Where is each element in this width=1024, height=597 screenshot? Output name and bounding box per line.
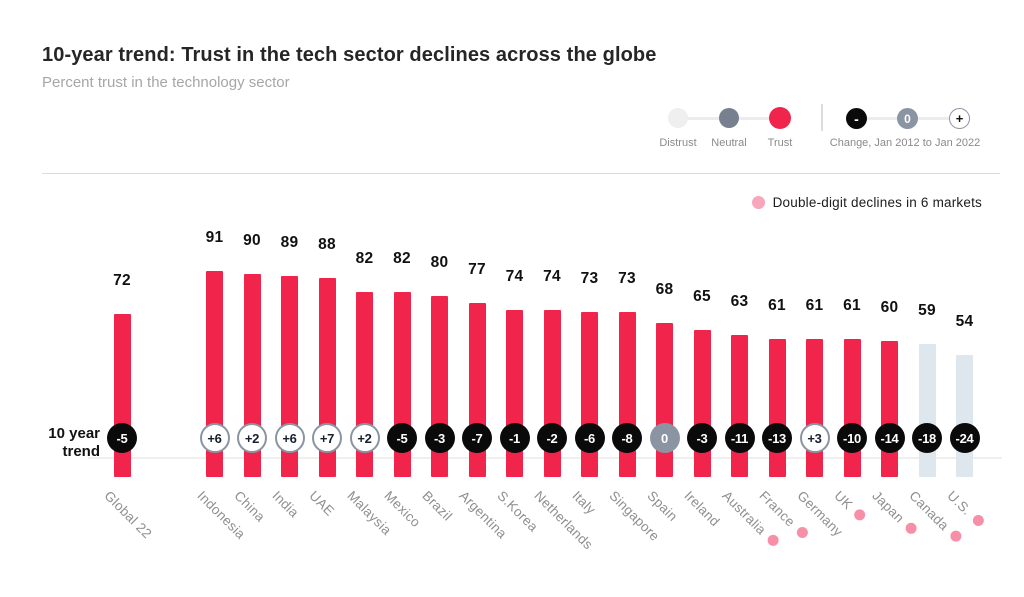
trend-row-caption: 10 year trend [0,425,100,461]
value-label: 82 [355,249,374,267]
trend-badge: -3 [424,423,455,453]
annotation: Double-digit declines in 6 markets [751,195,982,210]
trend-badge: -24 [949,423,980,453]
bar-france [768,339,786,477]
trend-badge: +6 [199,423,230,453]
category-label-text: Ireland [681,488,723,530]
legend-neutral-label: Neutral [711,137,747,149]
category-label: Brazil [419,488,455,524]
legend-neutral-swatch [719,108,739,128]
value-label: 88 [318,236,336,254]
change-legend-label: Change, Jan 2012 to Jan 2022 [829,137,981,149]
category-label-text: UAE [306,488,338,519]
trend-badge: -8 [612,423,642,453]
page-title: 10-year trend: Trust in the tech sector … [42,44,657,66]
value-label: 59 [918,301,936,319]
trend-badge: -10 [837,423,867,453]
value-label: 74 [505,267,524,285]
value-label: 73 [618,270,636,288]
category-label-text: U.S. [943,488,974,519]
value-label: 65 [693,288,711,306]
trend-badge: +7 [312,423,342,453]
value-label: 54 [955,312,974,330]
category-label: UAE [306,488,337,519]
trend-badge: -1 [499,423,530,453]
category-label-text: Spain [643,488,680,525]
value-label: 61 [805,297,824,315]
value-label: 72 [113,272,131,290]
category-label: Italy [569,488,598,517]
category-label: Global 22 [101,488,154,541]
bar-ireland [693,330,711,477]
category-label: India [269,488,301,520]
bar-australia [731,334,748,477]
change-plus-icon: + [949,108,970,129]
legend-distrust-label: Distrust [659,137,697,149]
decline-dot-icon [903,520,919,537]
value-label: 61 [768,297,786,315]
decline-dot-icon [852,507,868,523]
trend-badge: -11 [724,423,755,453]
value-label: 91 [205,229,224,247]
trend-badge: +2 [237,423,267,453]
decline-dot-icon [765,532,781,549]
category-label-text: Global 22 [101,488,155,542]
value-label: 80 [430,254,449,272]
trend-badge: -6 [574,423,605,453]
value-label: 61 [843,297,861,315]
legend-trust-label: Trust [767,137,793,149]
bar-uk [843,339,861,477]
value-label: 74 [543,267,561,285]
trend-badge: -2 [537,423,567,453]
header-divider [42,173,1000,174]
value-label: 77 [468,260,486,278]
legend-trust-swatch [769,107,791,129]
bar-japan [881,341,898,477]
category-label-text: UK [831,488,856,513]
value-label: 82 [393,249,411,267]
decline-dot-icon [970,513,986,529]
bar-germany [806,339,823,477]
trend-caption-line2: trend [62,443,101,460]
trend-badge: -7 [462,423,492,453]
trend-badge: -18 [912,423,942,453]
value-label: 63 [730,292,749,310]
category-label: Ireland [681,488,722,529]
trend-badge: 0 [649,423,680,453]
bar-canada [918,343,936,477]
trend-badge: -5 [107,423,137,453]
trend-caption-line1: 10 year [48,425,100,442]
trend-badge: +3 [799,423,830,453]
decline-dot-icon [751,196,765,209]
trend-badge: +2 [349,423,380,453]
legend-distrust-swatch [668,108,688,128]
category-label: Spain [644,488,680,524]
category-label-text: Japan [868,488,907,526]
category-label-text: Brazil [418,488,455,524]
change-zero-icon: 0 [897,108,918,129]
category-label-text: Italy [568,488,599,518]
decline-dot-icon [794,524,811,541]
value-label: 73 [580,270,599,288]
trend-badge: -5 [387,423,417,453]
change-minus-icon: - [846,108,867,129]
page-subtitle: Percent trust in the technology sector [42,74,290,91]
category-label-text: India [268,488,302,521]
bar-u-s- [956,354,973,477]
annotation-text: Double-digit declines in 6 markets [772,195,982,210]
legend-divider [821,104,823,131]
trend-badge: -3 [687,423,717,453]
value-label: 89 [280,233,299,251]
value-label: 68 [655,281,674,299]
trend-badge: -14 [874,423,905,453]
decline-dot-icon [948,528,964,544]
trend-badge: -13 [762,423,792,453]
bar-spain [656,323,673,477]
trend-badge: +6 [274,423,305,453]
value-label: 90 [243,231,261,249]
value-label: 60 [880,299,899,317]
